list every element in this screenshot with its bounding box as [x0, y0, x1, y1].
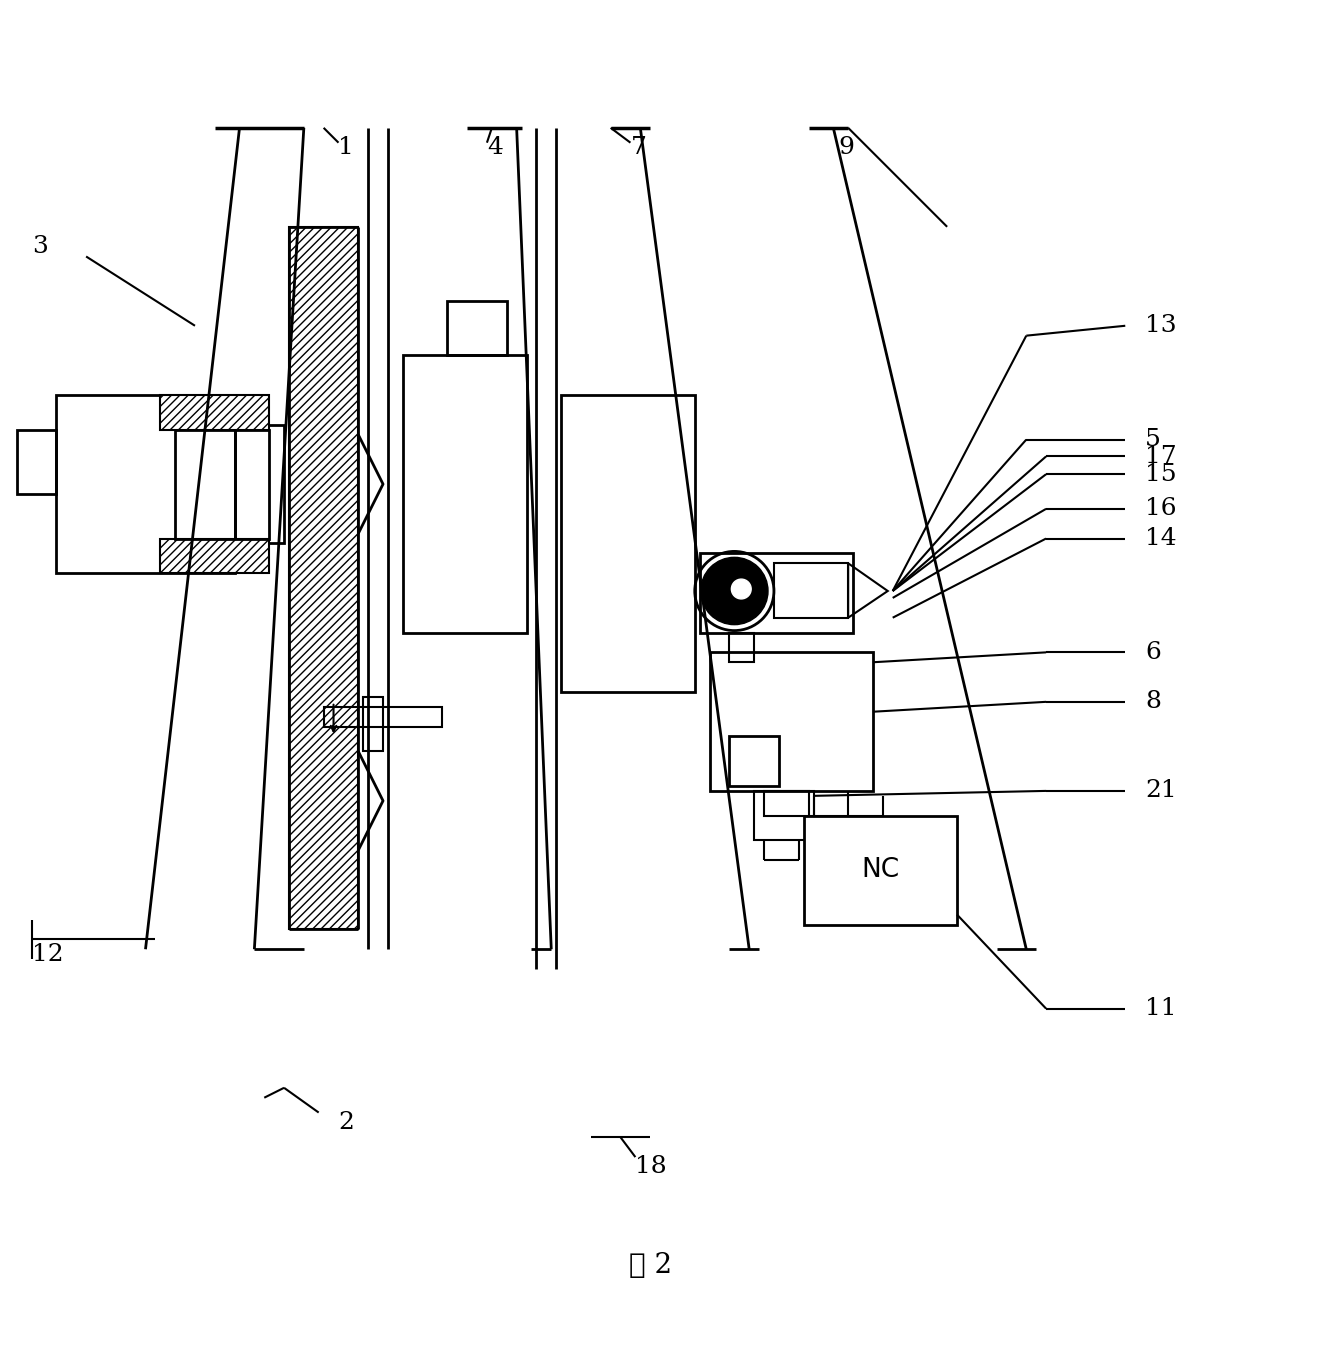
Text: 图 2: 图 2: [629, 1253, 672, 1280]
Text: 13: 13: [1145, 314, 1177, 338]
Text: 8: 8: [1145, 690, 1161, 713]
Bar: [774, 564, 848, 617]
Bar: [235, 425, 284, 543]
Text: 15: 15: [1145, 462, 1177, 486]
Text: 1: 1: [339, 136, 355, 159]
Text: 7: 7: [630, 136, 646, 159]
Bar: [175, 429, 269, 539]
Text: 9: 9: [839, 136, 855, 159]
Text: 5: 5: [1145, 428, 1161, 451]
Bar: [730, 737, 780, 786]
Text: NC: NC: [862, 858, 900, 884]
Text: 12: 12: [32, 943, 63, 966]
Text: 11: 11: [1145, 997, 1176, 1021]
Text: 2: 2: [339, 1111, 355, 1133]
Bar: [763, 790, 813, 815]
Bar: [562, 395, 695, 691]
Text: 21: 21: [1145, 779, 1177, 803]
Bar: [403, 355, 527, 632]
Bar: [730, 632, 754, 663]
Bar: [160, 539, 269, 573]
Bar: [160, 395, 269, 429]
Text: 3: 3: [32, 235, 47, 258]
Bar: [324, 707, 442, 727]
Bar: [363, 697, 383, 752]
Bar: [56, 395, 235, 573]
Circle shape: [731, 579, 751, 600]
Bar: [289, 226, 359, 929]
Bar: [700, 553, 853, 632]
Text: 14: 14: [1145, 527, 1177, 550]
Bar: [804, 815, 957, 925]
Bar: [710, 652, 872, 790]
Text: 17: 17: [1145, 445, 1177, 468]
Text: 4: 4: [487, 136, 503, 159]
Bar: [754, 790, 809, 841]
Text: 6: 6: [1145, 641, 1161, 664]
Text: 16: 16: [1145, 497, 1177, 520]
Bar: [448, 300, 507, 355]
Circle shape: [700, 557, 767, 624]
Text: 18: 18: [636, 1155, 667, 1179]
Bar: [17, 429, 56, 494]
